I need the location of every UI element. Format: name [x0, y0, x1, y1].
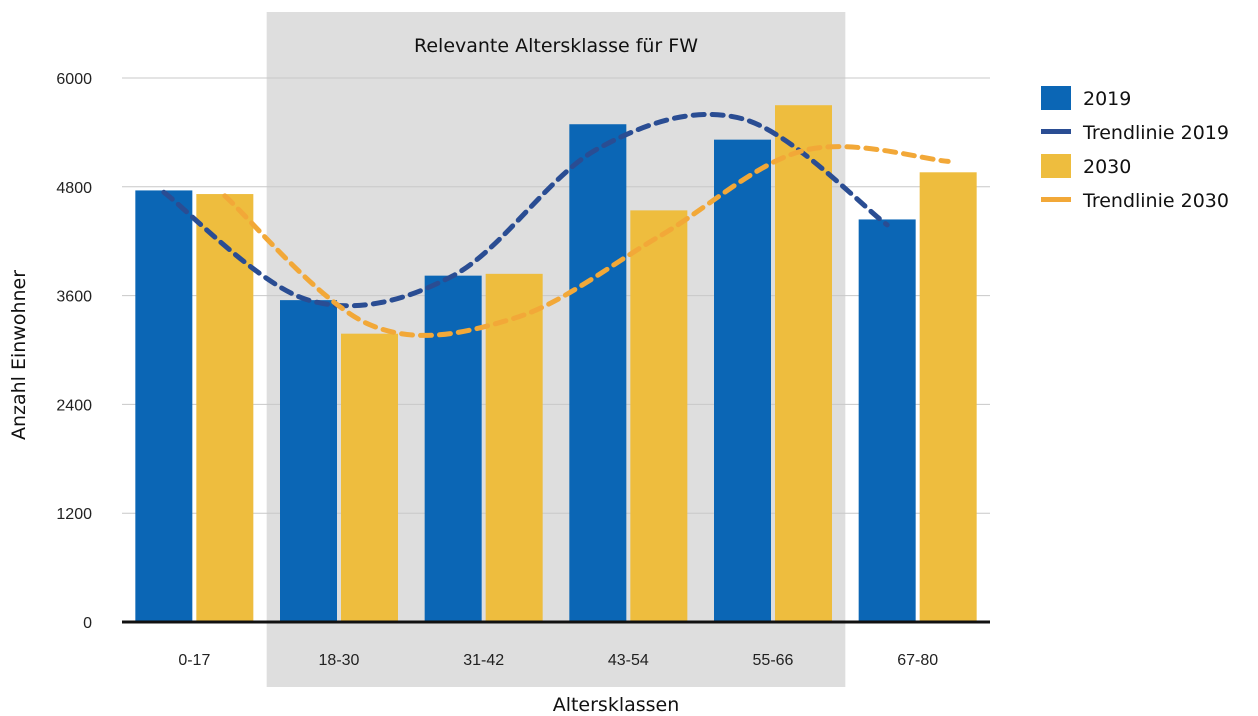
- bar-2030-18-30: [341, 333, 398, 622]
- legend-swatch: [1041, 86, 1071, 110]
- bar-2030-31-42: [485, 273, 543, 622]
- bar-2030-55-66: [775, 105, 832, 622]
- legend-line-swatch: [1041, 197, 1071, 202]
- legend-label: 2030: [1083, 156, 1131, 178]
- legend: 2019 Trendlinie 2019 2030 Trendlinie 2030: [1041, 86, 1229, 212]
- x-tick-label: 31-42: [463, 652, 504, 669]
- trendline-2019: [161, 111, 890, 309]
- y-tick-label: 6000: [56, 71, 92, 88]
- bars: [135, 105, 977, 623]
- y-tick-label: 1200: [56, 506, 92, 523]
- x-axis-title: Altersklassen: [553, 694, 680, 716]
- highlight-band-label: Relevante Altersklasse für FW: [414, 35, 698, 57]
- legend-label: Trendlinie 2030: [1082, 190, 1229, 212]
- legend-label: Trendlinie 2019: [1082, 122, 1229, 144]
- bar-2019-67-80: [858, 219, 916, 622]
- y-axis-tick-labels: 0 1200 2400 3600 4800 6000: [56, 71, 92, 632]
- x-tick-label: 18-30: [319, 652, 360, 669]
- y-tick-label: 0: [83, 615, 92, 632]
- x-tick-label: 67-80: [897, 652, 938, 669]
- legend-label: 2019: [1083, 88, 1131, 110]
- bar-2019-31-42: [424, 275, 482, 622]
- bar-2030-67-80: [919, 172, 977, 622]
- trendlines: [161, 111, 951, 338]
- legend-line-swatch: [1041, 129, 1071, 134]
- bar-2030-0-17: [196, 194, 254, 622]
- bar-2019-55-66: [714, 139, 771, 623]
- y-tick-label: 2400: [56, 397, 92, 414]
- y-tick-label: 4800: [56, 180, 92, 197]
- x-axis-tick-labels: 0-17 18-30 31-42 43-54 55-66 67-80: [178, 652, 938, 669]
- grid-lines: [122, 77, 990, 514]
- bar-2019-0-17: [135, 190, 193, 622]
- bar-2019-43-54: [569, 124, 627, 623]
- x-tick-label: 0-17: [178, 652, 210, 669]
- bar-2030-43-54: [630, 210, 688, 622]
- legend-swatch: [1041, 154, 1071, 178]
- y-axis-title: Anzahl Einwohner: [8, 270, 30, 440]
- y-tick-label: 3600: [56, 289, 92, 306]
- bar-2019-18-30: [280, 300, 337, 622]
- trendline-2030: [222, 144, 951, 338]
- x-tick-label: 43-54: [608, 652, 649, 669]
- x-tick-label: 55-66: [753, 652, 794, 669]
